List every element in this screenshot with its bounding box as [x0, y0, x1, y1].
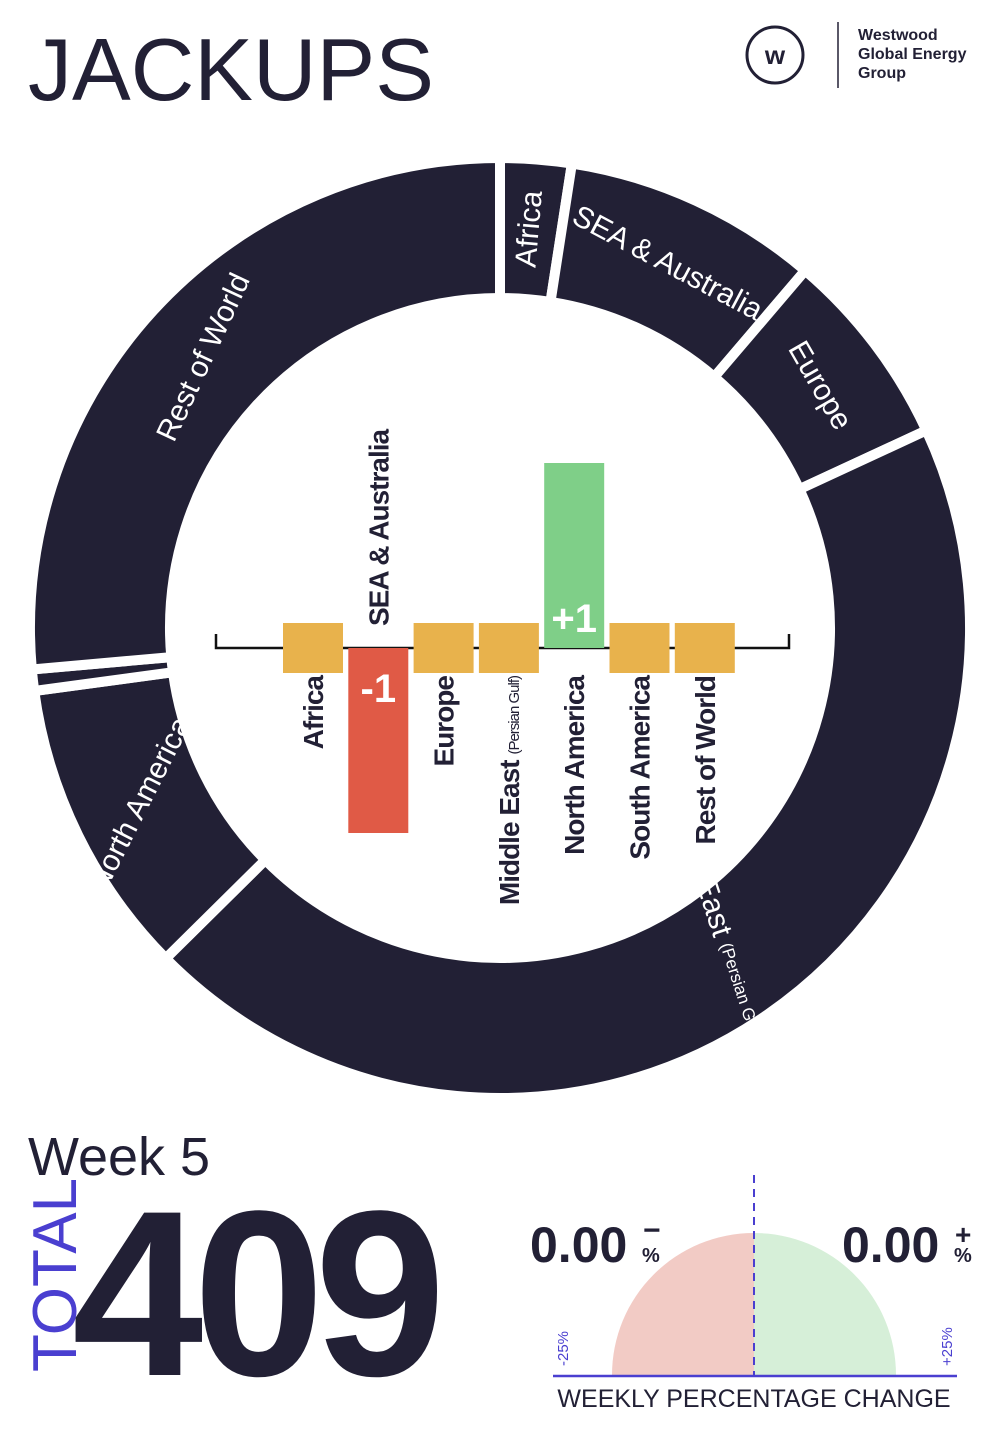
category-label: Middle East (Persian Gulf)	[494, 675, 525, 905]
bar	[348, 648, 409, 833]
gauge-sign: −	[643, 1214, 661, 1247]
logo-text: Westwood	[858, 27, 938, 44]
category-label-text: Middle East	[494, 760, 525, 905]
category-label-text: Africa	[298, 675, 329, 750]
gauge-unit: %	[642, 1245, 660, 1267]
donut-segment	[25, 152, 505, 675]
gauge-sign: +	[955, 1219, 971, 1250]
gauge-decrease-value: 0.00	[530, 1217, 627, 1273]
category-label-text: North America	[559, 675, 590, 855]
category-label: Africa	[298, 675, 329, 750]
category-label: Rest of World	[690, 676, 721, 844]
bar	[283, 623, 343, 673]
gauge-max-label: +25%	[939, 1327, 956, 1366]
gauge-increase	[754, 1233, 896, 1375]
value-label: -1	[361, 667, 397, 711]
category-label: Europe	[429, 676, 460, 767]
segment-label-text: Africa	[509, 189, 549, 269]
total-value: 409	[72, 1162, 438, 1426]
logo-text: Global Energy	[858, 46, 967, 63]
gauge: 0.00 − % 0.00 + % -25% +25% WEEKLY PERCE…	[530, 1175, 972, 1413]
category-sublabel: (Persian Gulf)	[506, 675, 523, 755]
gauge-decrease	[612, 1233, 754, 1375]
category-label-text: Rest of World	[690, 676, 721, 844]
bar	[609, 623, 670, 673]
category-label-text: South America	[625, 675, 656, 860]
bar	[413, 623, 474, 673]
category-label: SEA & Australia	[363, 428, 394, 626]
total-label: TOTAL	[21, 1178, 90, 1372]
gauge-unit: %	[954, 1245, 972, 1267]
bar	[478, 623, 539, 673]
category-label-text: SEA & Australia	[363, 428, 394, 626]
week-label: Week 5	[28, 1127, 210, 1187]
logo-circle	[745, 25, 805, 85]
category-label: North America	[559, 675, 590, 855]
page-title: JACKUPS	[28, 20, 434, 119]
value-label: +1	[551, 597, 597, 641]
segment-label: Africa	[509, 189, 549, 269]
gauge-min-label: -25%	[555, 1331, 572, 1366]
category-label-text: Europe	[429, 676, 460, 767]
gauge-increase-value: 0.00	[842, 1217, 939, 1273]
bar	[544, 463, 605, 648]
category-label: South America	[625, 675, 656, 860]
bar	[674, 623, 735, 673]
donut-segment	[158, 423, 975, 1103]
gauge-caption: WEEKLY PERCENTAGE CHANGE	[557, 1385, 950, 1413]
logo-mark: w	[764, 40, 786, 70]
logo: w Westwood Global Energy Group	[745, 22, 967, 88]
logo-text: Group	[858, 65, 906, 82]
